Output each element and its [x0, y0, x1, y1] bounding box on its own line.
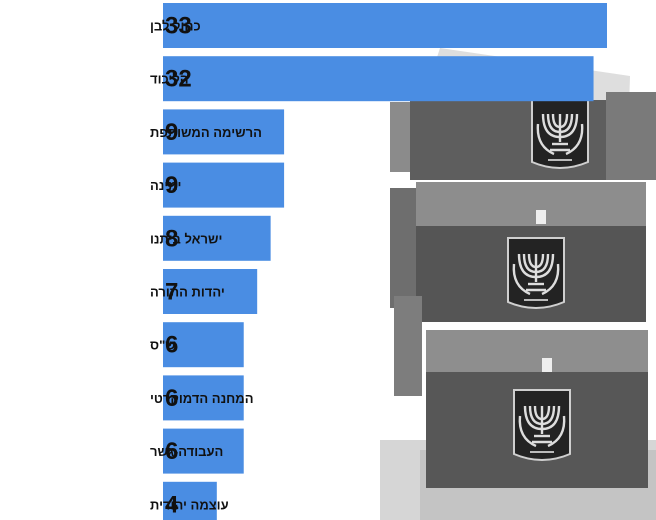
bar-value-label: 9	[165, 119, 178, 146]
category-label: הליכוד	[150, 72, 189, 87]
bar-value-label: 7	[165, 279, 178, 306]
category-label: ישראל ביתנו	[150, 231, 222, 246]
category-label: יהדות התורה	[150, 285, 225, 300]
bar-value-label: 9	[165, 172, 178, 199]
bar	[163, 109, 285, 155]
bar-value-label: 32	[165, 66, 192, 93]
bar-value-label: 8	[165, 225, 178, 252]
bar-value-label: 6	[165, 385, 178, 412]
bar	[163, 269, 258, 314]
bar-value-label: 4	[165, 491, 179, 518]
category-label: עוצמה יהודית	[150, 497, 229, 512]
bar-value-label: 6	[165, 332, 178, 359]
bar-value-label: 6	[165, 438, 178, 465]
bar	[163, 162, 285, 208]
bar	[163, 481, 217, 520]
bar	[163, 56, 594, 102]
bar	[163, 428, 244, 474]
bar	[163, 215, 271, 261]
category-label: המחנה הדמוקרטי	[150, 391, 254, 406]
category-label: ימינה	[150, 178, 181, 193]
bar	[163, 3, 607, 48]
bar	[163, 375, 244, 421]
bar	[163, 322, 244, 368]
category-label: ש"ס	[150, 338, 176, 353]
ballot-boxes-photo	[380, 48, 656, 520]
category-label: העבודה-גשר	[150, 444, 223, 459]
bar-value-label: 33	[165, 13, 192, 40]
category-label: כחול לבן	[150, 19, 201, 34]
category-label: הרשימה המשותפת	[150, 125, 262, 140]
